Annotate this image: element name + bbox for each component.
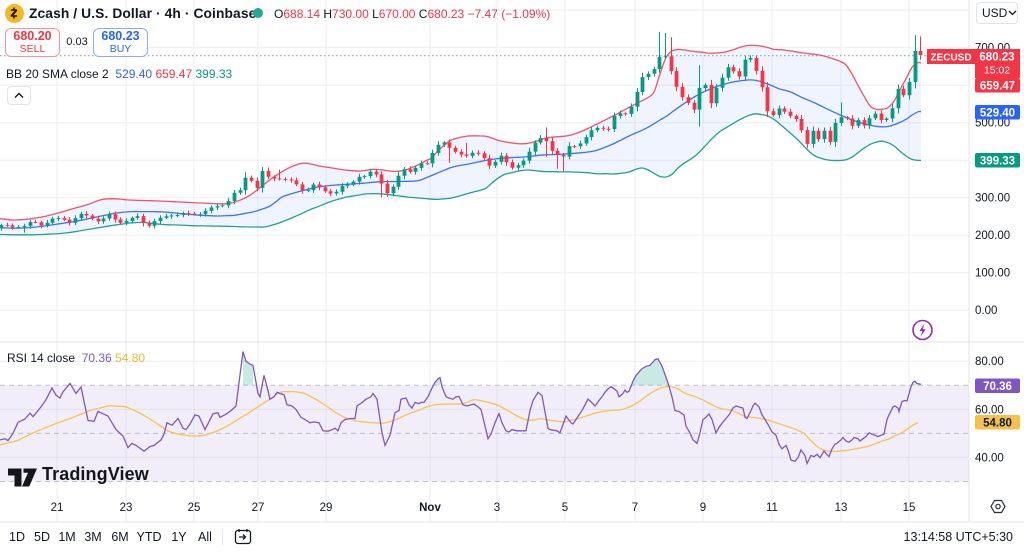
svg-text:21: 21 — [51, 502, 64, 514]
svg-text:60.00: 60.00 — [975, 404, 1004, 416]
svg-text:Nov: Nov — [419, 502, 441, 514]
svg-text:15: 15 — [903, 502, 916, 514]
svg-text:29: 29 — [320, 502, 333, 514]
svg-text:659.47: 659.47 — [980, 80, 1015, 92]
svg-text:25: 25 — [188, 502, 201, 514]
svg-text:27: 27 — [252, 502, 265, 514]
svg-text:100.00: 100.00 — [975, 268, 1010, 280]
svg-text:0.00: 0.00 — [975, 305, 997, 317]
svg-text:5: 5 — [562, 502, 568, 514]
svg-text:23: 23 — [120, 502, 133, 514]
svg-text:3: 3 — [494, 502, 500, 514]
svg-text:54.80: 54.80 — [983, 417, 1012, 429]
svg-text:70.36: 70.36 — [983, 381, 1012, 393]
svg-text:7: 7 — [632, 502, 638, 514]
svg-text:680.23: 680.23 — [979, 52, 1014, 64]
svg-text:200.00: 200.00 — [975, 230, 1010, 242]
svg-text:40.00: 40.00 — [975, 452, 1004, 464]
svg-text:529.40: 529.40 — [980, 107, 1015, 119]
svg-text:9: 9 — [700, 502, 706, 514]
svg-text:11: 11 — [766, 502, 778, 514]
svg-text:300.00: 300.00 — [975, 193, 1010, 205]
svg-text:ZECUSD: ZECUSD — [930, 53, 971, 64]
svg-text:500.00: 500.00 — [975, 118, 1010, 130]
svg-text:15:02: 15:02 — [984, 65, 1010, 77]
svg-text:80.00: 80.00 — [975, 356, 1004, 368]
svg-text:13: 13 — [835, 502, 848, 514]
svg-text:399.33: 399.33 — [980, 155, 1015, 167]
